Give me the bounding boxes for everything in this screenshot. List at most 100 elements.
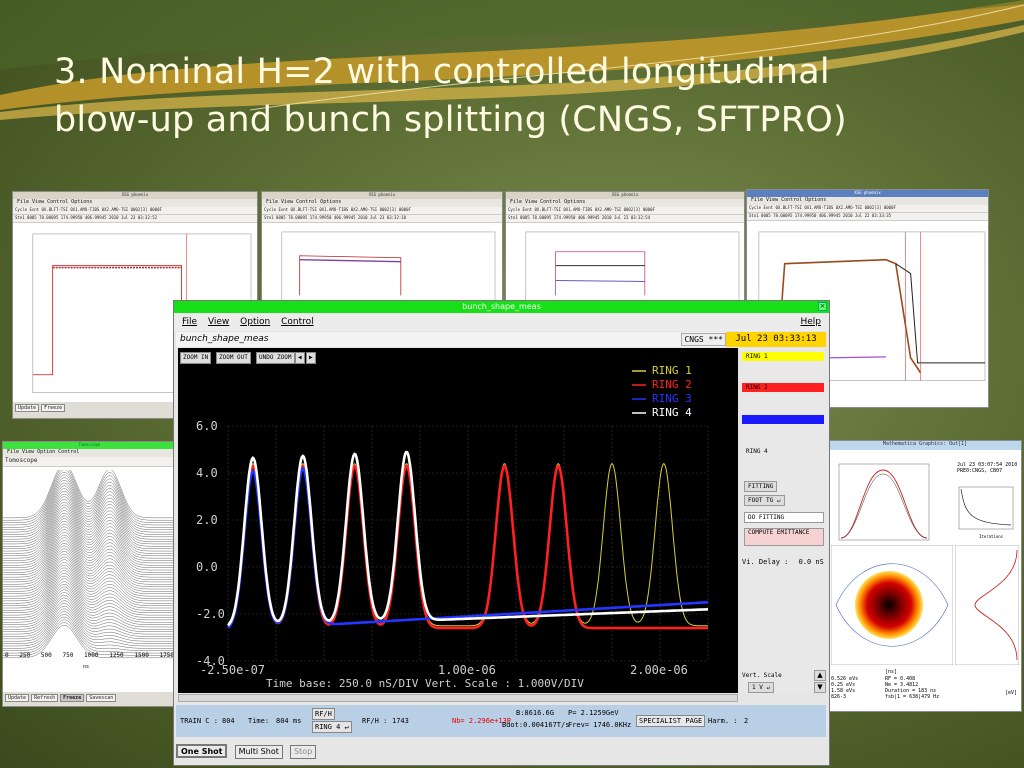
menu-option[interactable]: Option bbox=[240, 317, 271, 327]
waterfall-trace bbox=[3, 559, 176, 602]
window-titlebar[interactable]: Tomoscope bbox=[3, 442, 176, 449]
vert-scale-selector[interactable]: 1 V ↵ bbox=[748, 682, 775, 693]
scale-up-arrow-icon[interactable]: ▲ bbox=[814, 670, 826, 681]
slide-title-line2: blow-up and bunch splitting (CNGS, SFTPR… bbox=[54, 100, 847, 140]
zoom-in-button[interactable]: ZOOM IN bbox=[180, 352, 212, 364]
zoom-out-button[interactable]: ZOOM OUT bbox=[216, 352, 251, 364]
update-button[interactable]: Update bbox=[5, 694, 30, 702]
time-value: 804 ms bbox=[276, 717, 302, 725]
waterfall-trace bbox=[3, 622, 176, 656]
waterfall-trace bbox=[3, 575, 176, 616]
waterfall-trace bbox=[3, 512, 176, 561]
waterfall-trace bbox=[3, 493, 176, 545]
close-icon[interactable]: × bbox=[818, 302, 827, 311]
menu-view[interactable]: View bbox=[207, 317, 230, 327]
bunch-shape-meas-window[interactable]: bunch_shape_meas × File View Option Cont… bbox=[173, 300, 830, 766]
status-row: Cycle Evnt 0X.BLFT-TSI 0X1.AMO-TIBS 0X2.… bbox=[13, 207, 257, 215]
momentum-readout: P= 2.1259GeV bbox=[568, 709, 619, 717]
waterfall-trace bbox=[3, 551, 176, 594]
refresh-button[interactable]: Refresh bbox=[31, 694, 59, 702]
multi-shot-button[interactable]: Multi Shot bbox=[234, 745, 283, 759]
waterfall-trace bbox=[3, 515, 176, 564]
toggle-icon: ↵ bbox=[344, 723, 349, 731]
window-titlebar[interactable]: XSG phoenix bbox=[747, 190, 988, 197]
waterfall-trace bbox=[3, 491, 176, 542]
ring4-selector[interactable]: RING 4 bbox=[742, 447, 824, 456]
legend-label: RING 4 bbox=[652, 406, 692, 419]
rfh-value: 1743 bbox=[392, 717, 409, 725]
window-menubar[interactable]: File View Control Options bbox=[13, 199, 257, 207]
do-fitting-button[interactable]: DO FITTING bbox=[744, 512, 824, 523]
waterfall-trace bbox=[3, 526, 176, 573]
waterfall-trace bbox=[3, 470, 176, 519]
waterfall-trace bbox=[3, 605, 176, 642]
ring1-selector[interactable]: RING 1 bbox=[742, 352, 824, 361]
savescan-button[interactable]: Savescan bbox=[86, 694, 117, 702]
window-titlebar[interactable]: Mathematica Graphics: Out[1] bbox=[829, 441, 1021, 450]
fitting-button[interactable]: FITTING bbox=[744, 481, 778, 492]
scroll-left-icon[interactable]: ◀ bbox=[295, 352, 305, 364]
specialist-page-button[interactable]: SPECIALIST PAGE bbox=[636, 715, 706, 727]
iterations-plot bbox=[958, 486, 1014, 530]
window-menubar[interactable]: File View Control Options bbox=[262, 199, 502, 207]
x-tick-label: 2.00e-06 bbox=[630, 663, 688, 677]
emittance-stats: 0.526 eVs 0.25 eVs 1.58 eVs 826-3 bbox=[831, 676, 859, 700]
waterfall-trace bbox=[3, 485, 176, 537]
x-tick-label: -2.50e-07 bbox=[200, 663, 265, 677]
xsg-window-3[interactable]: XSG phoenix File View Control Options Cy… bbox=[505, 191, 745, 301]
trace-ring-4 bbox=[227, 450, 708, 627]
slide-title-line1: 3. Nominal H=2 with controlled longitudi… bbox=[54, 52, 830, 92]
xsg-plot bbox=[281, 231, 496, 300]
menu-file[interactable]: File bbox=[182, 317, 198, 327]
waterfall-trace bbox=[3, 548, 176, 592]
ring-select-dropdown[interactable]: RING 4 ↵ bbox=[312, 721, 352, 733]
x-tick: 1750 bbox=[159, 652, 174, 659]
stop-button[interactable]: Stop bbox=[289, 745, 317, 759]
energy-profile-plot bbox=[955, 545, 1019, 665]
update-button[interactable]: Update bbox=[15, 404, 40, 412]
tomoscope-window[interactable]: Tomoscope File View Option Control Tomos… bbox=[2, 441, 177, 707]
window-menubar[interactable]: File View Control Options bbox=[506, 199, 744, 207]
menu-control[interactable]: Control bbox=[281, 317, 314, 327]
status-bar: TRAIN C : 804 Time: 804 ms RF/H RING 4 ↵… bbox=[176, 705, 826, 737]
cycle-mode-selector[interactable]: CNGS *** bbox=[681, 333, 726, 346]
waterfall-trace bbox=[3, 562, 176, 604]
waterfall-trace bbox=[3, 477, 176, 530]
undo-zoom-button[interactable]: UNDO ZOOM bbox=[256, 352, 295, 364]
waterfall-trace bbox=[3, 523, 176, 571]
field-readout: B:8616.6G bbox=[516, 709, 554, 717]
bdot-readout: Bdot:0.004167T/s bbox=[502, 721, 570, 729]
xsg-window-2[interactable]: XSG phoenix File View Control Options Cy… bbox=[261, 191, 503, 301]
waterfall-trace bbox=[3, 619, 176, 654]
window-menubar[interactable]: File View Option Control bbox=[3, 449, 176, 457]
waterfall-trace bbox=[3, 470, 176, 523]
main-titlebar[interactable]: bunch_shape_meas × bbox=[174, 301, 829, 313]
one-shot-button[interactable]: One Shot bbox=[176, 744, 228, 758]
ring2-selector[interactable]: RING 2 bbox=[742, 383, 824, 392]
freeze-button[interactable]: Freeze bbox=[41, 404, 66, 412]
window-menubar[interactable]: File View Control Options bbox=[747, 197, 988, 205]
scale-down-arrow-icon[interactable]: ▼ bbox=[814, 682, 826, 693]
freeze-button[interactable]: Freeze bbox=[60, 694, 85, 702]
window-titlebar[interactable]: XSG phoenix bbox=[506, 192, 744, 199]
waterfall-trace bbox=[3, 594, 176, 632]
y-tick-label: 2.0 bbox=[196, 513, 218, 527]
foot-tg-button[interactable]: FOOT TG ↵ bbox=[744, 495, 785, 506]
trace-ring-3 bbox=[227, 466, 708, 629]
train-value: 804 bbox=[222, 717, 235, 725]
ring-control-panel: RING 1 RING 2 RING 3 RING 4 FITTING FOOT… bbox=[740, 348, 828, 693]
rfh-button[interactable]: RF/H bbox=[312, 708, 335, 720]
window-titlebar[interactable]: XSG phoenix bbox=[262, 192, 502, 199]
waterfall-trace bbox=[3, 488, 176, 540]
mathematica-window[interactable]: Mathematica Graphics: Out[1] Jul 23 03:0… bbox=[828, 440, 1022, 712]
horizontal-scrollbar[interactable] bbox=[178, 694, 738, 702]
window-titlebar[interactable]: XSG phoenix bbox=[13, 192, 257, 199]
menu-help[interactable]: Help bbox=[800, 317, 821, 327]
harm-value: 2 bbox=[744, 717, 749, 725]
oscilloscope-display[interactable]: ZOOM IN ZOOM OUT UNDO ZOOM ◀ ▶ 6.0 4.0 2.0… bbox=[178, 348, 738, 693]
delay-value: 0.0 nS bbox=[798, 558, 824, 566]
ring3-selector[interactable]: RING 3 bbox=[742, 415, 824, 424]
window-title: bunch_shape_meas bbox=[462, 302, 541, 311]
scroll-right-icon[interactable]: ▶ bbox=[306, 352, 316, 364]
compute-emittance-button[interactable]: COMPUTE EMITTANCE bbox=[744, 528, 824, 546]
